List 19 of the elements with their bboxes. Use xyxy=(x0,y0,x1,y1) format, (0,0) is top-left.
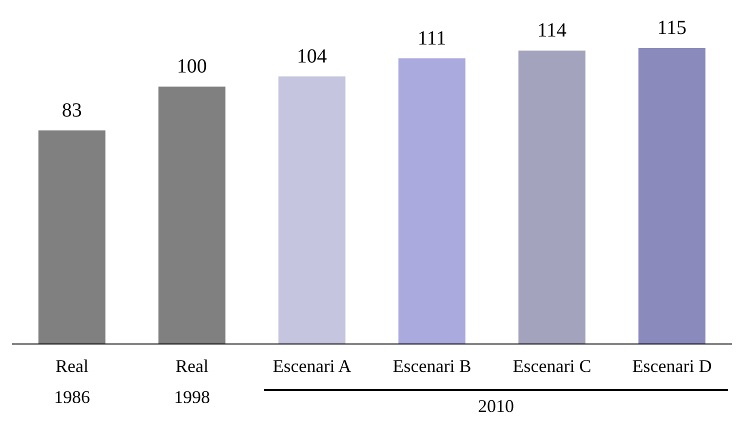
data-label: 83 xyxy=(62,99,82,122)
x-tick-label: Escenari D xyxy=(632,356,712,376)
bar xyxy=(518,50,586,344)
x-tick-label: Escenari B xyxy=(392,356,472,376)
data-label: 100 xyxy=(176,56,207,78)
text: 2010 xyxy=(477,396,515,417)
data-label: 111 xyxy=(418,27,446,50)
bar xyxy=(38,130,106,344)
x-tick-label: Real 1986 xyxy=(54,356,90,407)
x-tick-label: Real 1998 xyxy=(174,356,210,407)
data-label: 115 xyxy=(657,17,687,39)
bar xyxy=(158,86,226,344)
bar xyxy=(638,48,706,344)
data-label: 104 xyxy=(296,45,327,68)
x-tick-label: Escenari C xyxy=(512,356,592,376)
bar xyxy=(278,76,346,344)
x-tick-label: Escenari A xyxy=(272,356,352,376)
data-label: 114 xyxy=(537,20,567,42)
bar xyxy=(398,58,466,344)
